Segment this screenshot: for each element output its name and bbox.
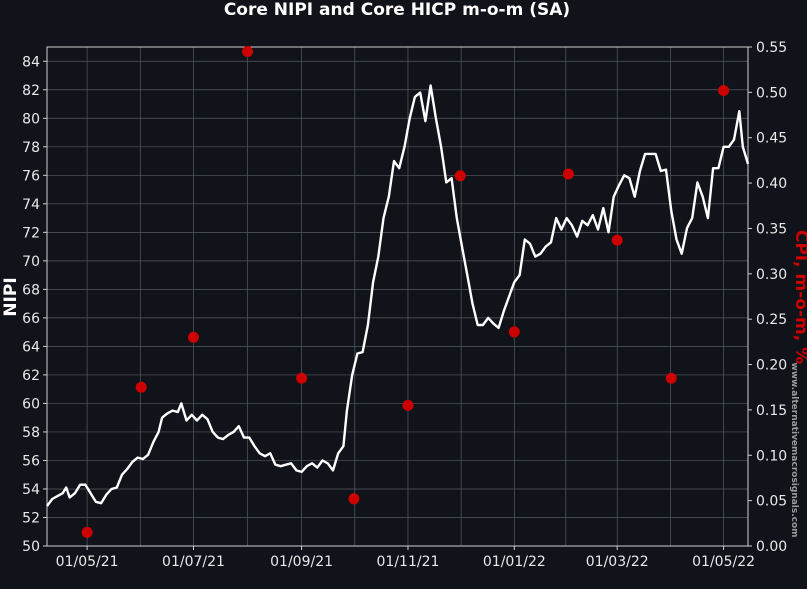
x-tick-label: 01/07/21 (162, 554, 225, 570)
y-left-tick-label: 54 (22, 482, 40, 498)
scatter-point-cpi (135, 381, 147, 393)
chart-title: Core NIPI and Core HICP m-o-m (SA) (224, 0, 570, 20)
scatter-point-cpi (348, 493, 360, 505)
y-axis-left-label: NIPI (1, 277, 21, 316)
y-right-tick-label: 0.45 (756, 131, 787, 147)
scatter-point-cpi (562, 168, 574, 180)
scatter-point-cpi (611, 234, 623, 246)
y-axis-right-label: CPI, m-o-m, % (791, 230, 807, 364)
y-right-tick-label: 0.05 (756, 494, 787, 510)
y-left-tick-label: 58 (22, 425, 40, 441)
x-tick-label: 01/05/21 (56, 554, 119, 570)
scatter-point-cpi (665, 372, 677, 384)
plot-frame (46, 46, 749, 547)
series-layer (46, 46, 750, 538)
y-left-tick-label: 78 (22, 140, 40, 156)
x-tick-label: 01/05/22 (692, 554, 755, 570)
x-tick-label: 01/01/22 (483, 554, 546, 570)
scatter-point-cpi (508, 326, 520, 338)
y-left-tick-label: 52 (22, 510, 40, 526)
scatter-point-cpi (454, 170, 466, 182)
scatter-point-cpi (242, 46, 253, 57)
x-tick-label: 01/09/21 (270, 554, 333, 570)
y-left-tick-label: 64 (22, 339, 40, 355)
y-left-tick-label: 80 (22, 111, 40, 127)
y-right-tick-label: 0.35 (756, 221, 787, 237)
y-right-tick-label: 0.55 (756, 40, 787, 56)
y-right-tick-label: 0.50 (756, 85, 787, 101)
y-left-tick-label: 68 (22, 282, 40, 298)
x-tick-label: 01/11/21 (377, 554, 440, 570)
tick-layer: 50 52 54 56 58 60 62 64 66 68 70 72 74 76 78 80 82 84 0.00… (22, 40, 787, 570)
scatter-point-cpi (402, 399, 414, 411)
y-left-tick-label: 76 (22, 168, 40, 184)
y-left-tick-label: 60 (22, 396, 40, 412)
y-right-tick-label: 0.15 (756, 403, 787, 419)
y-left-tick-label: 66 (22, 311, 40, 327)
series-line-nipi (46, 84, 750, 507)
y-left-tick-label: 70 (22, 254, 40, 270)
y-right-tick-label: 0.25 (756, 312, 787, 328)
y-left-tick-label: 62 (22, 368, 40, 384)
y-left-tick-label: 50 (22, 539, 40, 555)
y-right-tick-label: 0.00 (756, 539, 787, 555)
scatter-point-cpi (718, 85, 730, 96)
watermark: www.alternativemacrosignals.com (789, 362, 799, 537)
y-left-tick-label: 74 (22, 197, 40, 213)
y-left-tick-label: 56 (22, 453, 40, 469)
y-right-tick-label: 0.20 (756, 358, 787, 374)
y-right-tick-label: 0.30 (756, 267, 787, 283)
y-left-tick-label: 72 (22, 225, 40, 241)
y-left-tick-label: 84 (22, 54, 40, 70)
scatter-point-cpi (296, 372, 308, 384)
y-right-tick-label: 0.40 (756, 176, 787, 192)
scatter-point-cpi (188, 331, 199, 343)
y-left-tick-label: 82 (22, 83, 40, 99)
y-right-tick-label: 0.10 (756, 448, 787, 464)
x-tick-label: 01/03/22 (586, 554, 649, 570)
scatter-point-cpi (81, 526, 93, 538)
